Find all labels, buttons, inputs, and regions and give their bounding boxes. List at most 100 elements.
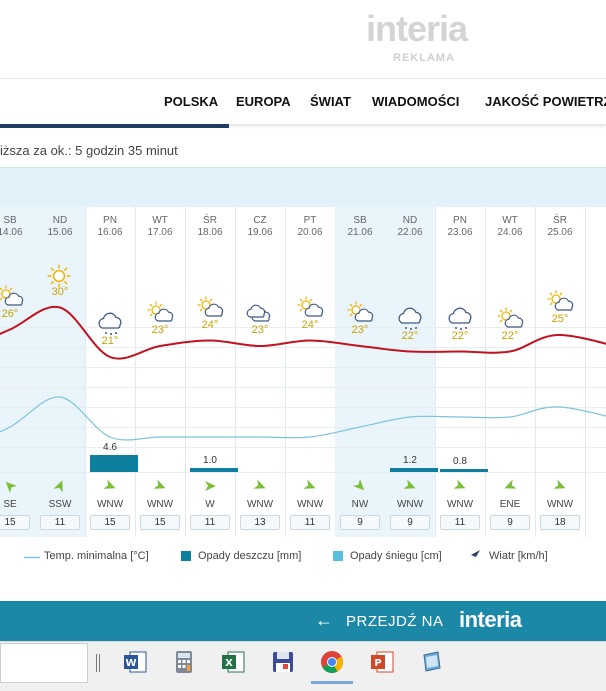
rain-bar — [440, 469, 488, 472]
day-label: PT 20.06 — [285, 215, 335, 239]
powerpoint-icon[interactable]: P — [369, 649, 395, 675]
go-to-interia-banner[interactable]: ← PRZEJDŹ NA interia — [0, 601, 606, 641]
tmax-label: 21° — [101, 335, 119, 347]
legend-wind-icon — [471, 550, 480, 562]
legend-rain[interactable]: Opady deszczu [mm] — [198, 550, 302, 562]
day-label: PN 23.06 — [435, 215, 485, 239]
nav-item-polska[interactable]: POLSKA — [164, 94, 219, 109]
notebook-icon[interactable] — [418, 649, 444, 675]
wind-speed-box: 11 — [290, 515, 330, 530]
wind-speed-box: 11 — [40, 515, 80, 530]
grid-line — [0, 367, 606, 368]
grid-line — [0, 427, 606, 428]
day-of-week: SB — [353, 215, 367, 226]
ad-label: REKLAMA — [393, 52, 455, 64]
wind-speed-box: 9 — [340, 515, 380, 530]
temperature-lines — [0, 305, 606, 441]
day-date: 22.06 — [397, 227, 423, 238]
wind-direction: SE — [3, 499, 17, 510]
wind-arrow-icon — [53, 480, 63, 493]
wind-direction: WNW — [396, 499, 424, 510]
day-date: 17.06 — [147, 227, 173, 238]
column-divider — [535, 207, 536, 537]
forecast-chart: SB 14.06 26° SE 15 ND 15.06 30° SSW 11 PN 16.06 21° 4… — [0, 207, 606, 537]
day-label: WT 24.06 — [485, 215, 535, 239]
rain-label: 0.8 — [453, 456, 467, 467]
grid-line — [0, 327, 606, 328]
grid-line — [0, 407, 606, 408]
wind-direction: NW — [351, 499, 369, 510]
chrome-icon[interactable] — [319, 649, 345, 675]
legend-snow[interactable]: Opady śniegu [cm] — [350, 550, 442, 562]
nav-item-wiadomosci[interactable]: WIADOMOŚCI — [372, 94, 460, 109]
column-divider — [585, 207, 586, 537]
day-date: 14.06 — [0, 227, 23, 238]
column-divider — [135, 207, 136, 537]
word-icon[interactable]: W — [122, 649, 148, 675]
main-nav: POLSKA EUROPA ŚWIAT WIADOMOŚCI JAKOŚĆ PO… — [0, 78, 606, 124]
nav-item-europa[interactable]: EUROPA — [236, 94, 291, 109]
weekend-column-bg — [0, 207, 35, 537]
tmax-label: 23° — [151, 324, 169, 336]
wind-arrow-icon — [353, 479, 365, 491]
wind-arrow-icon — [103, 479, 116, 489]
ad-area[interactable]: interia REKLAMA — [0, 0, 606, 78]
tmax-label: 24° — [201, 318, 219, 331]
save-disk-icon[interactable] — [270, 649, 296, 675]
legend-tmin[interactable]: Temp. minimalna [°C] — [44, 550, 149, 562]
sun-cloud-icon — [296, 296, 326, 325]
wind-arrow-icon — [303, 479, 316, 489]
grid-line — [0, 472, 606, 473]
wind-arrow-icon — [504, 479, 517, 489]
banner-logo: interia — [459, 607, 522, 632]
nav-item-jakosc-powietrza[interactable]: JAKOŚĆ POWIETRZ — [485, 94, 606, 109]
day-of-week: ŚR — [203, 215, 217, 226]
wind-arrow-icon — [253, 479, 266, 489]
wind-speed-box: 11 — [440, 515, 480, 530]
day-label: PN 16.06 — [85, 215, 135, 239]
day-label: ŚR 18.06 — [185, 215, 235, 239]
wind-speed-box: 15 — [0, 515, 30, 530]
wind-direction: WNW — [246, 499, 274, 510]
wind-speed-box: 13 — [240, 515, 280, 530]
column-divider — [185, 207, 186, 537]
sun-icon — [46, 263, 72, 294]
day-date: 24.06 — [497, 227, 523, 238]
svg-text:X: X — [225, 658, 233, 669]
taskbar-search-box[interactable] — [0, 643, 88, 683]
wind-arrow-icon — [453, 479, 466, 489]
wind-arrow-icon — [553, 479, 566, 489]
weekend-column-bg — [35, 207, 85, 537]
day-of-week: ND — [402, 215, 418, 226]
day-label: SB 14.06 — [0, 215, 35, 239]
wind-speed-box: 9 — [390, 515, 430, 530]
ad-logo: interia — [366, 8, 468, 49]
tmin-series-line — [0, 396, 606, 441]
rain-bar — [90, 454, 138, 472]
day-date: 19.06 — [247, 227, 273, 238]
active-tab-indicator — [0, 124, 229, 128]
legend-wind[interactable]: Wiatr [km/h] — [489, 550, 548, 562]
day-label: ŚR 25.06 — [535, 215, 585, 239]
day-label: CZ 19.06 — [235, 215, 285, 239]
calculator-icon[interactable] — [171, 649, 197, 675]
windows-taskbar: W X P — [0, 641, 606, 691]
tmax-label: 22° — [401, 329, 419, 342]
grid-line — [0, 387, 606, 388]
nav-item-swiat[interactable]: ŚWIAT — [310, 94, 351, 109]
legend-rain-swatch — [181, 551, 191, 561]
sun-cloud-icon — [0, 285, 26, 314]
sun-cloud-icon — [496, 307, 526, 336]
column-divider — [485, 207, 486, 537]
grid-line — [0, 447, 606, 448]
legend-snow-swatch — [333, 551, 343, 561]
wind-direction: WNW — [446, 499, 474, 510]
wind-direction: SSW — [48, 499, 72, 510]
day-label: ND 22.06 — [385, 215, 435, 239]
excel-icon[interactable]: X — [220, 649, 246, 675]
sun-cloud-icon — [346, 301, 376, 330]
day-label: ND 15.06 — [35, 215, 85, 239]
chart-header — [0, 167, 606, 207]
tmax-label: 22° — [501, 329, 519, 342]
cloud-icon — [246, 301, 276, 330]
